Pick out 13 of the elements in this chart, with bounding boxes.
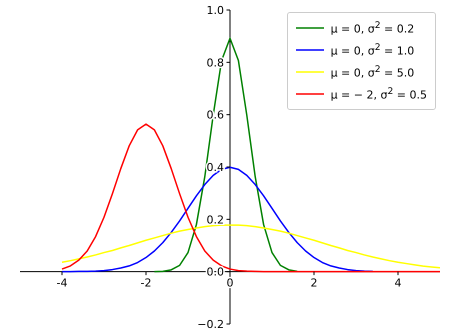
legend-label: μ = 0, σ$^{2}$ = 5.0 xyxy=(330,64,414,80)
x-tick-label: -2 xyxy=(140,276,152,290)
x-tick-label: -4 xyxy=(56,276,68,290)
y-tick-label: 0.4 xyxy=(206,161,224,174)
x-tick-label: 4 xyxy=(394,276,402,290)
y-tick-label: 1.0 xyxy=(206,4,224,17)
y-tick-label: 0.2 xyxy=(206,213,224,226)
y-tick-label: −0.2 xyxy=(197,318,224,331)
legend-label: μ = − 2, σ$^{2}$ = 0.5 xyxy=(330,86,427,102)
legend-label: μ = 0, σ$^{2}$ = 0.2 xyxy=(330,20,414,36)
line-series xyxy=(61,224,440,268)
legend-label: μ = 0, σ$^{2}$ = 1.0 xyxy=(330,42,414,58)
x-tick-label: 2 xyxy=(310,276,318,290)
